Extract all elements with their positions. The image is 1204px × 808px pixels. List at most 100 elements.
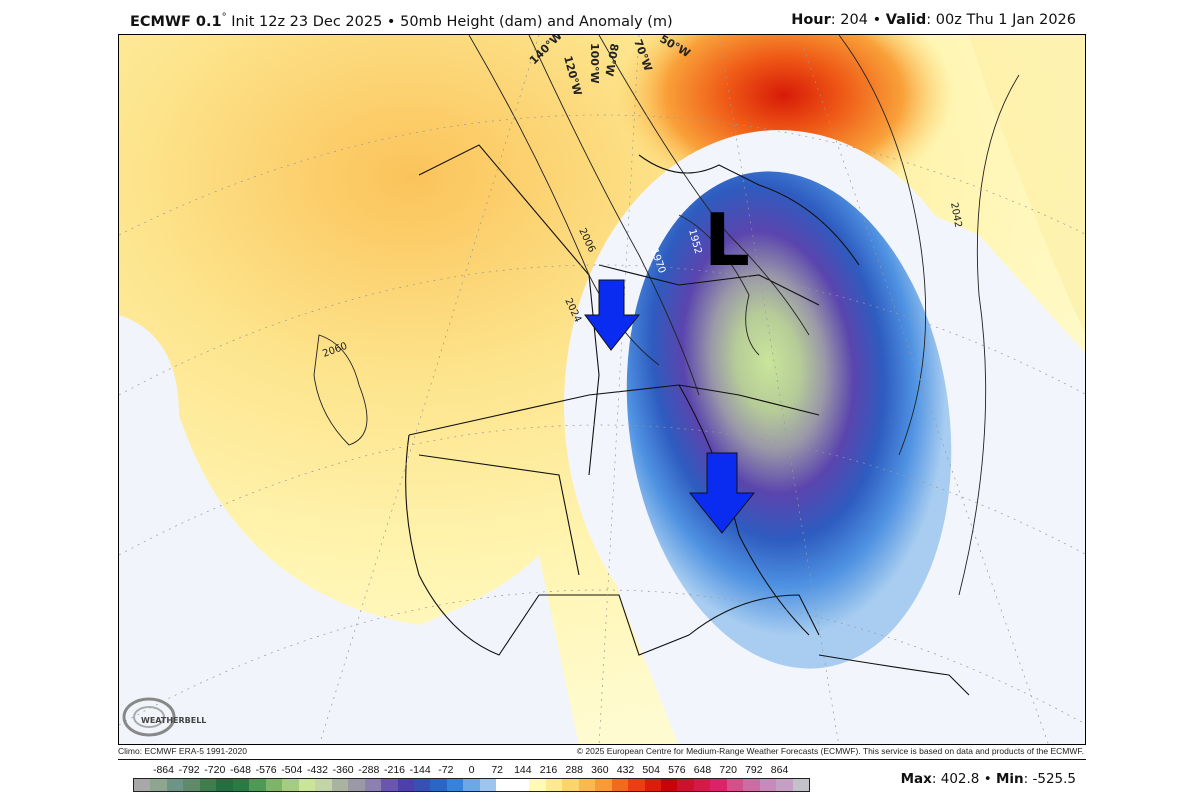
colorbar-swatch (693, 779, 711, 791)
colorbar-swatch (595, 779, 612, 791)
colorbar-swatch (545, 779, 563, 791)
neutral-anomaly-region (119, 315, 579, 744)
colorbar-swatch (628, 779, 645, 791)
colorbar-tick-label: -216 (383, 764, 405, 776)
colorbar-swatch (710, 779, 727, 791)
colorbar-swatch (479, 779, 497, 791)
colorbar-tick-label: -72 (438, 764, 454, 776)
map-canvas: 140°W 120°W 100°W 80°W 70°W 50°W 2060 20… (119, 35, 1085, 744)
arrow-down-icon (584, 279, 641, 351)
colorbar-tick-label: 360 (591, 764, 609, 776)
hour-label: Hour (791, 12, 831, 28)
max-value: : 402.8 (931, 771, 980, 787)
colorbar-swatch (381, 779, 398, 791)
colorbar-swatch (792, 779, 810, 791)
colorbar-swatch (578, 779, 596, 791)
coastlines-and-borders (405, 144, 970, 696)
colorbar-swatch (677, 779, 694, 791)
colorbar-tick-label: 72 (491, 764, 503, 776)
colorbar-swatch (397, 779, 414, 791)
colorbar-swatch (743, 779, 760, 791)
colorbar-tick-label: 648 (693, 764, 712, 776)
colorbar-tick-label: 576 (668, 764, 686, 776)
min-value: : -525.5 (1023, 771, 1076, 787)
colorbar-tick-label: -144 (409, 764, 431, 776)
colorbar-tick-label: 504 (642, 764, 660, 776)
colorbar (133, 778, 810, 792)
colorbar-swatch (166, 779, 184, 791)
forecast-hour: : 204 (830, 12, 868, 28)
degree-symbol: ° (221, 12, 227, 23)
arrow-down-icon (688, 452, 756, 534)
cold-anomaly-field (626, 171, 952, 669)
colorbar-swatch (199, 779, 217, 791)
colorbar-swatch (232, 779, 250, 791)
colorbar-swatch (282, 779, 299, 791)
colorbar-tick-label: 720 (719, 764, 737, 776)
colorbar-tick-label: -792 (178, 764, 200, 776)
colorbar-swatch (446, 779, 464, 791)
weather-map: 140°W 120°W 100°W 80°W 70°W 50°W 2060 20… (118, 34, 1086, 745)
colorbar-swatch (611, 779, 629, 791)
colorbar-swatch (726, 779, 744, 791)
colorbar-swatch (331, 779, 349, 791)
valid-time: : 00z Thu 1 Jan 2026 (926, 12, 1076, 28)
colorbar-swatch (298, 779, 316, 791)
logo-text: WEATHERBELL (141, 716, 206, 725)
separator: • (872, 12, 882, 28)
chart-title: ECMWF 0.1° Init 12z 23 Dec 2025 • 50mb H… (130, 12, 673, 30)
valid-time-header: Hour: 204 • Valid: 00z Thu 1 Jan 2026 (791, 12, 1076, 28)
colorbar-tick-label: 0 (468, 764, 475, 776)
graticule (119, 35, 1085, 744)
colorbar-swatch (529, 779, 546, 791)
max-min-readout: Max: 402.8 • Min: -525.5 (901, 771, 1076, 787)
divider (118, 759, 1086, 760)
separator: • (983, 771, 992, 787)
colorbar-tick-label: -504 (281, 764, 303, 776)
colorbar-swatch (364, 779, 382, 791)
colorbar-swatch (759, 779, 777, 791)
product-name: 50mb Height (dam) and Anomaly (m) (400, 13, 673, 30)
colorbar-swatch (216, 779, 233, 791)
colorbar-tick-label: 216 (539, 764, 558, 776)
min-label: Min (995, 771, 1024, 787)
colorbar-tick-label: 792 (745, 764, 763, 776)
colorbar-tick-label: 288 (565, 764, 583, 776)
colorbar-tick-label: -360 (332, 764, 354, 776)
colorbar-swatch (249, 779, 266, 791)
colorbar-tick-label: -864 (152, 764, 174, 776)
contour-label: 2042 (948, 202, 963, 229)
colorbar-swatch (430, 779, 447, 791)
height-contours (313, 35, 1020, 596)
weatherbell-logo: WEATHERBELL (122, 697, 206, 737)
init-time: Init 12z 23 Dec 2025 (231, 13, 383, 30)
colorbar-swatch (463, 779, 480, 791)
colorbar-tick-label: 864 (770, 764, 789, 776)
colorbar-swatch (661, 779, 678, 791)
colorbar-tick-labels: -864 -792 -720 -648 -576 -504 -432 -360 -288 -216… (133, 764, 810, 778)
meridian-label: 80°W (602, 42, 621, 77)
climo-credit: Climo: ECMWF ERA-5 1991-2020 (118, 746, 247, 756)
colorbar-swatch (496, 779, 513, 791)
colorbar-tick-label: -648 (229, 764, 251, 776)
colorbar-swatch (413, 779, 431, 791)
colorbar-swatch (265, 779, 283, 791)
colorbar-swatch (562, 779, 579, 791)
colorbar-tick-label: -720 (204, 764, 226, 776)
colorbar-swatch (644, 779, 661, 791)
colorbar-swatch (776, 779, 793, 791)
colorbar-tick-label: -288 (358, 764, 380, 776)
colorbar-tick-label: 144 (514, 764, 532, 776)
colorbar-swatch (150, 779, 167, 791)
separator: • (386, 13, 396, 30)
copyright-credit: © 2025 European Centre for Medium-Range … (576, 746, 1084, 756)
colorbar-swatch (134, 779, 151, 791)
colorbar-swatch (183, 779, 200, 791)
colorbar-swatch (348, 779, 365, 791)
low-pressure-marker: L (704, 198, 750, 282)
meridian-label: 100°W (588, 43, 601, 84)
max-label: Max (900, 771, 932, 787)
model-name: ECMWF 0.1 (130, 13, 222, 30)
colorbar-swatch (512, 779, 530, 791)
colorbar-tick-label: -432 (306, 764, 328, 776)
